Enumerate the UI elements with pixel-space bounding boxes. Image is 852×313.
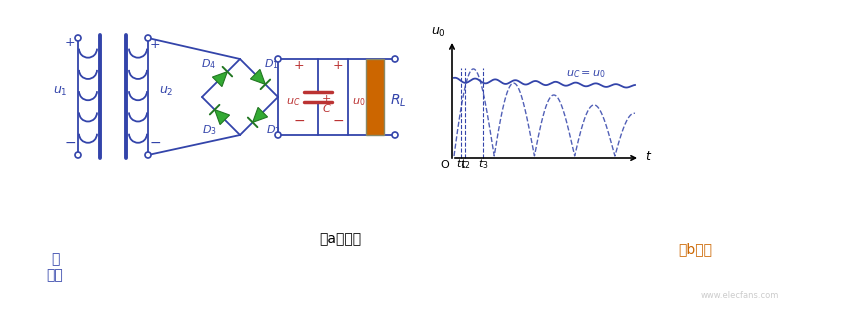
Text: $t_3$: $t_3$ [478,157,488,171]
Text: $u_C=u_0$: $u_C=u_0$ [567,68,606,80]
Text: +: + [294,59,304,72]
Bar [366,59,384,135]
Polygon shape [212,72,227,87]
Text: $u_2$: $u_2$ [158,85,173,98]
Circle shape [275,132,281,138]
Text: $D_2$: $D_2$ [266,123,280,137]
Text: +: + [322,94,331,104]
Text: www.elecfans.com: www.elecfans.com [701,290,780,300]
Circle shape [392,132,398,138]
Text: $u_0$: $u_0$ [352,96,366,108]
Text: −: − [332,114,344,128]
Text: $R_L$: $R_L$ [390,93,406,109]
Circle shape [75,35,81,41]
Text: （a）电路: （a）电路 [319,232,361,246]
Text: +: + [150,38,160,51]
Circle shape [145,35,151,41]
Text: $D_1$: $D_1$ [263,57,279,71]
Polygon shape [253,107,268,122]
Polygon shape [250,69,265,85]
Text: $t_2$: $t_2$ [460,157,470,171]
Text: （b）波: （b）波 [678,242,712,256]
Text: $D_3$: $D_3$ [202,123,216,137]
Text: $D_4$: $D_4$ [201,57,216,71]
Text: $C$: $C$ [322,102,331,114]
Text: $u_C$: $u_C$ [285,96,300,108]
Text: +: + [65,36,75,49]
Circle shape [392,56,398,62]
Text: +: + [332,59,343,72]
Text: $t$: $t$ [645,150,653,163]
Circle shape [75,152,81,158]
Text: −: − [64,136,76,150]
Text: −: − [293,114,305,128]
Circle shape [145,152,151,158]
Text: $u_0$: $u_0$ [430,26,446,39]
Text: $t_1$: $t_1$ [456,157,466,171]
Text: −: − [149,136,161,150]
Text: 图: 图 [51,252,59,266]
Text: 形图: 形图 [47,268,63,282]
Circle shape [275,56,281,62]
Polygon shape [215,110,229,125]
Text: O: O [440,160,449,170]
Text: $u_1$: $u_1$ [53,85,67,98]
